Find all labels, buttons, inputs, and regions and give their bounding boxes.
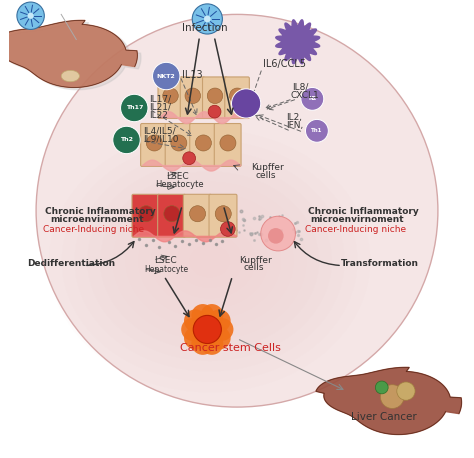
Ellipse shape <box>61 71 80 82</box>
Text: Kupffer: Kupffer <box>251 163 283 172</box>
Circle shape <box>146 135 162 151</box>
Text: cells: cells <box>244 263 264 273</box>
FancyBboxPatch shape <box>202 77 227 119</box>
Text: Th17: Th17 <box>126 105 143 110</box>
Circle shape <box>207 88 223 104</box>
Text: Cancer-Inducing niche: Cancer-Inducing niche <box>305 224 406 234</box>
Polygon shape <box>0 22 141 90</box>
FancyBboxPatch shape <box>141 124 167 166</box>
Text: IL21/: IL21/ <box>149 103 171 112</box>
Circle shape <box>305 120 328 142</box>
Circle shape <box>191 332 214 355</box>
Circle shape <box>164 206 180 222</box>
Text: Hepatocyte: Hepatocyte <box>144 265 189 274</box>
Circle shape <box>201 304 223 327</box>
Circle shape <box>193 316 221 344</box>
Text: Infection: Infection <box>182 23 228 33</box>
Circle shape <box>113 126 140 154</box>
Circle shape <box>215 206 231 222</box>
Text: LSEC: LSEC <box>166 172 189 181</box>
FancyBboxPatch shape <box>225 77 249 119</box>
Text: IL8/: IL8/ <box>292 83 308 92</box>
Text: Cancer-Inducing niche: Cancer-Inducing niche <box>43 224 144 234</box>
Text: Transformation: Transformation <box>341 259 419 268</box>
Text: Chronic Inflammatory: Chronic Inflammatory <box>45 207 156 216</box>
Text: Hepatocyte: Hepatocyte <box>155 180 203 189</box>
Circle shape <box>191 304 214 327</box>
Circle shape <box>183 152 196 164</box>
Circle shape <box>120 94 148 122</box>
Circle shape <box>153 62 180 90</box>
Circle shape <box>163 88 178 104</box>
Text: Chronic Inflammatory: Chronic Inflammatory <box>308 207 419 216</box>
Polygon shape <box>316 367 462 435</box>
Circle shape <box>301 87 324 110</box>
Circle shape <box>380 385 404 409</box>
Circle shape <box>261 216 295 251</box>
Circle shape <box>17 2 44 29</box>
Circle shape <box>220 222 235 236</box>
Circle shape <box>204 16 210 22</box>
Text: LSEC: LSEC <box>154 256 176 265</box>
Circle shape <box>195 135 211 151</box>
Circle shape <box>181 318 204 341</box>
Text: Dedifferentiation: Dedifferentiation <box>27 259 115 268</box>
Text: Th2: Th2 <box>120 137 133 142</box>
Circle shape <box>287 32 308 52</box>
Text: IL6/CCL5: IL6/CCL5 <box>263 59 306 69</box>
Text: IL13: IL13 <box>182 70 203 80</box>
Circle shape <box>171 135 187 151</box>
Text: Kupffer: Kupffer <box>239 256 272 265</box>
Circle shape <box>201 332 223 355</box>
Text: Liver Cancer: Liver Cancer <box>351 412 417 422</box>
FancyBboxPatch shape <box>183 194 211 237</box>
FancyBboxPatch shape <box>158 194 186 237</box>
Circle shape <box>185 88 201 104</box>
Text: Cancer stem Cells: Cancer stem Cells <box>180 343 281 353</box>
Text: IFN,: IFN, <box>286 121 303 130</box>
Circle shape <box>27 13 34 19</box>
Circle shape <box>208 310 231 332</box>
FancyBboxPatch shape <box>165 124 192 166</box>
Circle shape <box>190 206 206 222</box>
Text: N2: N2 <box>308 96 317 101</box>
Circle shape <box>184 310 207 332</box>
Circle shape <box>138 206 154 222</box>
Circle shape <box>184 327 207 349</box>
Circle shape <box>375 381 388 394</box>
Text: IL17/: IL17/ <box>149 94 172 104</box>
Circle shape <box>397 382 415 400</box>
FancyBboxPatch shape <box>214 124 241 166</box>
FancyBboxPatch shape <box>158 77 182 119</box>
Text: CXCL1: CXCL1 <box>291 91 319 100</box>
Circle shape <box>208 105 221 118</box>
Circle shape <box>192 4 222 34</box>
Text: microenvirnoment: microenvirnoment <box>310 215 404 224</box>
FancyBboxPatch shape <box>180 77 205 119</box>
Polygon shape <box>0 20 137 87</box>
Circle shape <box>220 135 236 151</box>
Polygon shape <box>276 20 319 64</box>
Circle shape <box>268 228 283 244</box>
Text: IL22: IL22 <box>149 111 168 120</box>
Text: IL9/IL10: IL9/IL10 <box>144 135 179 143</box>
Text: microenvirnoment: microenvirnoment <box>50 215 144 224</box>
Circle shape <box>210 318 233 341</box>
FancyBboxPatch shape <box>132 194 160 237</box>
Text: Th1: Th1 <box>311 128 323 133</box>
FancyBboxPatch shape <box>190 124 217 166</box>
Circle shape <box>208 327 231 349</box>
Text: cells: cells <box>255 171 276 180</box>
Text: IL4/IL5/: IL4/IL5/ <box>144 126 176 135</box>
Text: IL2,: IL2, <box>286 113 302 122</box>
FancyBboxPatch shape <box>209 194 237 237</box>
Text: NKT2: NKT2 <box>157 74 175 78</box>
Circle shape <box>229 88 245 104</box>
Ellipse shape <box>36 14 438 407</box>
Circle shape <box>231 89 261 118</box>
